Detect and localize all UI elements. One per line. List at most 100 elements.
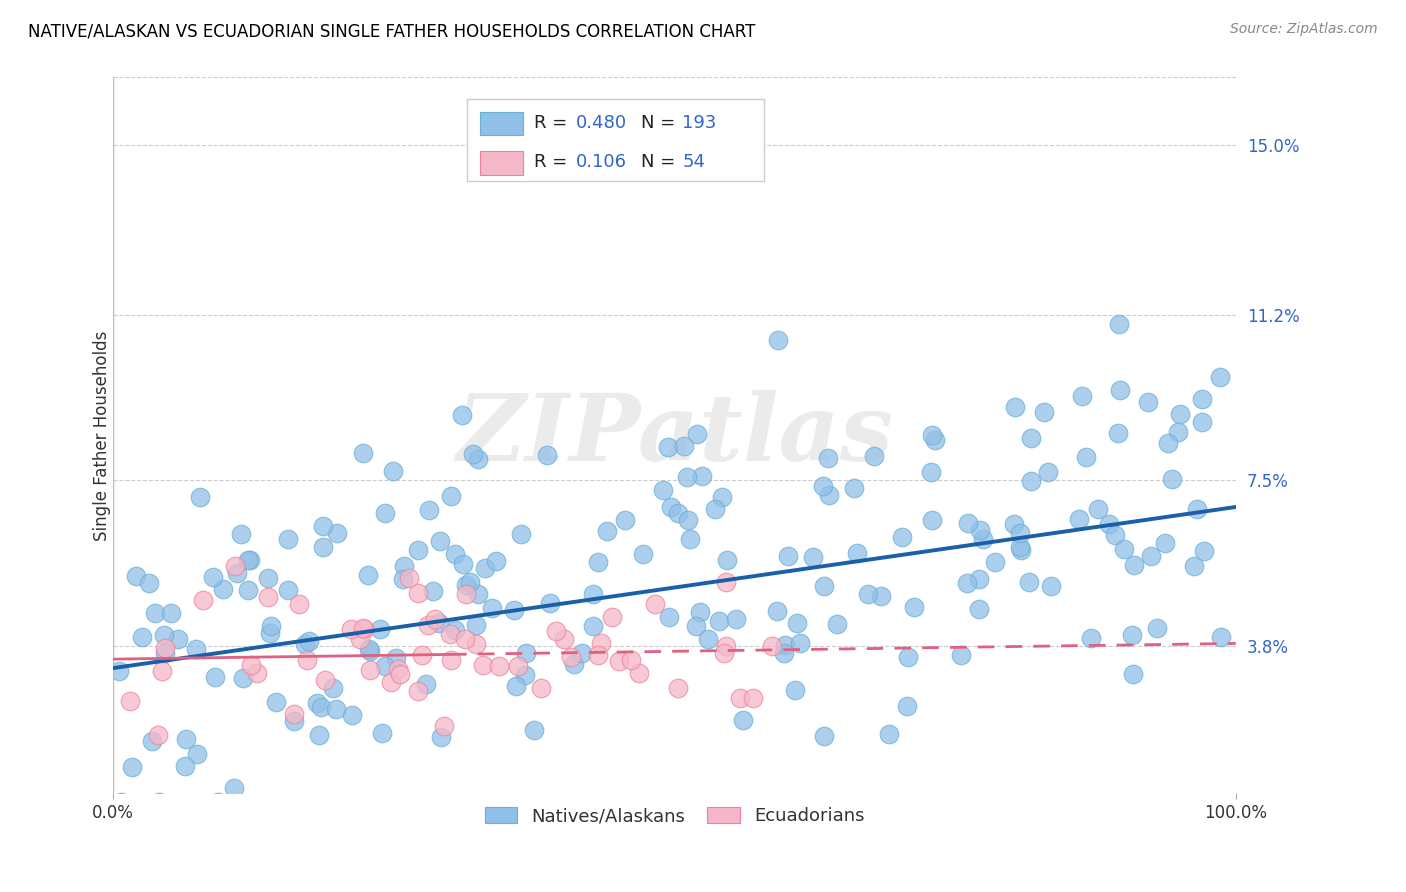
Point <box>733 713 755 727</box>
Point <box>725 612 748 626</box>
Point <box>956 576 979 591</box>
Point <box>186 642 208 657</box>
Point <box>150 664 173 678</box>
Point <box>1109 383 1132 397</box>
Text: 54: 54 <box>682 153 706 171</box>
Point <box>707 614 730 628</box>
Point <box>696 632 718 647</box>
Point <box>387 662 409 676</box>
Point <box>773 638 796 652</box>
Point <box>467 587 489 601</box>
Point <box>536 448 558 462</box>
Point <box>897 650 920 665</box>
Point <box>297 653 319 667</box>
Point <box>1018 575 1040 590</box>
Point <box>406 683 429 698</box>
Point <box>352 621 374 635</box>
Point <box>969 523 991 537</box>
Point <box>121 760 143 774</box>
Point <box>256 571 278 585</box>
Point <box>1087 502 1109 516</box>
Point <box>465 618 488 632</box>
Point <box>666 506 689 520</box>
Point <box>391 572 413 586</box>
Text: N =: N = <box>641 113 681 131</box>
FancyBboxPatch shape <box>467 99 765 181</box>
Point <box>523 723 546 738</box>
Point <box>553 632 575 647</box>
Point <box>353 622 375 636</box>
Point <box>454 587 477 601</box>
Point <box>813 729 835 743</box>
Point <box>392 559 415 574</box>
Point <box>596 524 619 538</box>
Point <box>673 439 696 453</box>
Point <box>454 632 477 647</box>
Point <box>586 648 609 663</box>
Point <box>920 465 942 479</box>
Point <box>440 489 463 503</box>
Point <box>427 615 450 630</box>
Point <box>1080 631 1102 645</box>
Point <box>398 571 420 585</box>
Point <box>259 626 281 640</box>
Point <box>423 612 446 626</box>
Point <box>1032 405 1054 419</box>
Point <box>110 795 132 809</box>
Point <box>967 602 990 616</box>
Point <box>481 600 503 615</box>
Point <box>714 639 737 653</box>
Point <box>155 646 177 660</box>
Point <box>1122 666 1144 681</box>
Point <box>309 700 332 714</box>
Point <box>1010 542 1032 557</box>
Point <box>651 483 673 498</box>
Point <box>1123 558 1146 573</box>
Point <box>340 708 363 723</box>
Point <box>188 490 211 504</box>
Point <box>560 649 582 664</box>
Point <box>451 558 474 572</box>
Point <box>374 659 396 673</box>
Point <box>1074 450 1097 464</box>
Point <box>1107 426 1129 441</box>
Point <box>1182 558 1205 573</box>
Point <box>921 427 943 442</box>
Point <box>633 548 655 562</box>
Point <box>842 481 865 495</box>
Point <box>716 553 738 567</box>
Point <box>765 604 787 618</box>
Point <box>785 682 807 697</box>
Point <box>713 646 735 660</box>
Point <box>1069 512 1091 526</box>
Point <box>921 513 943 527</box>
Point <box>1160 472 1182 486</box>
Point <box>322 681 344 695</box>
Point <box>260 618 283 632</box>
Point <box>1191 415 1213 429</box>
Point <box>485 554 508 568</box>
Point <box>1208 370 1230 384</box>
Point <box>589 636 612 650</box>
Point <box>382 464 405 478</box>
Point <box>153 628 176 642</box>
Point <box>896 699 918 714</box>
Point <box>443 547 465 561</box>
Point <box>686 427 709 442</box>
Point <box>711 490 734 504</box>
Text: R =: R = <box>534 113 574 131</box>
Point <box>458 575 481 590</box>
Point <box>488 658 510 673</box>
Point <box>359 641 381 656</box>
Point <box>627 665 650 680</box>
Point <box>125 568 148 582</box>
Text: 0.480: 0.480 <box>575 113 627 131</box>
Point <box>236 552 259 566</box>
Point <box>406 543 429 558</box>
Point <box>510 527 533 541</box>
Point <box>191 593 214 607</box>
Point <box>153 640 176 655</box>
Point <box>786 616 808 631</box>
Text: NATIVE/ALASKAN VS ECUADORIAN SINGLE FATHER HOUSEHOLDS CORRELATION CHART: NATIVE/ALASKAN VS ECUADORIAN SINGLE FATH… <box>28 22 755 40</box>
Point <box>229 527 252 541</box>
